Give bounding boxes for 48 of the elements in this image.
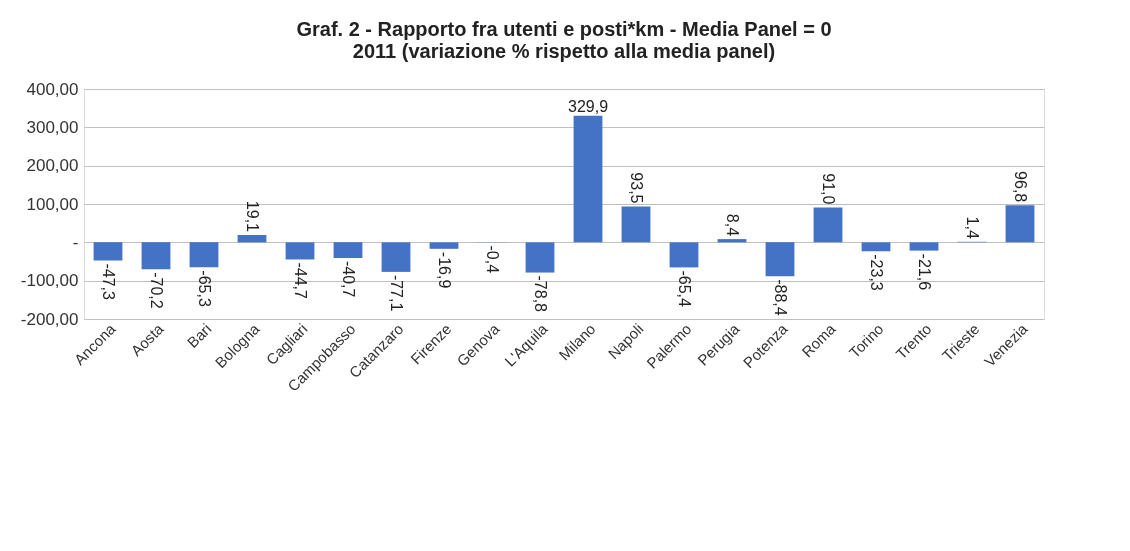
data-label: 1,4 <box>964 216 981 239</box>
bar <box>717 239 747 243</box>
data-label: -65,4 <box>676 270 693 307</box>
data-label: 96,8 <box>1012 171 1029 203</box>
data-label: -21,6 <box>916 253 933 291</box>
bar <box>189 242 219 268</box>
bar <box>333 242 363 258</box>
bar <box>813 207 843 243</box>
data-label: -0,4 <box>484 245 501 274</box>
data-label: 329,9 <box>567 97 609 115</box>
bar <box>429 242 459 249</box>
y-tick-label: -200,00 <box>20 309 79 329</box>
bar <box>765 242 795 277</box>
data-label: -40,7 <box>340 260 357 298</box>
text: 2011 (variazione % rispetto alla media panel) <box>352 40 776 62</box>
data-label: -88,4 <box>772 279 789 316</box>
data-label: -65,3 <box>196 270 213 307</box>
y-tick-label: 100,00 <box>26 194 79 214</box>
y-tick-label: 400,00 <box>26 79 79 99</box>
data-label: 8,4 <box>724 213 741 237</box>
data-label: -78,8 <box>532 275 549 313</box>
bar <box>909 242 939 251</box>
bar <box>669 242 699 268</box>
text: Graf. 2 - Rapporto fra utenti e posti*km - Media Panel = 0 <box>296 18 832 40</box>
bar <box>237 235 267 243</box>
bar <box>285 242 315 260</box>
x-tick-label: Bari <box>183 320 215 351</box>
data-label: -44,7 <box>292 262 309 300</box>
bar <box>93 242 123 261</box>
bar <box>1005 205 1035 243</box>
bar <box>141 242 171 270</box>
data-label: 93,5 <box>628 172 645 204</box>
data-label: -16,9 <box>436 251 453 289</box>
bar <box>525 242 555 273</box>
y-tick-label: 300,00 <box>26 117 79 137</box>
y-tick-label: - <box>72 232 79 252</box>
bar <box>381 242 411 272</box>
bar <box>861 242 891 252</box>
data-label: 91,0 <box>820 173 837 205</box>
data-label: -77,1 <box>388 274 405 312</box>
data-label: -47,3 <box>100 263 117 301</box>
bar <box>573 115 603 243</box>
data-label: 19,1 <box>244 200 261 233</box>
bar <box>621 206 651 243</box>
data-label: -23,3 <box>868 254 885 291</box>
y-tick-label: -100,00 <box>20 271 79 291</box>
data-label: -70,2 <box>148 272 165 309</box>
y-tick-label: 200,00 <box>26 156 79 176</box>
